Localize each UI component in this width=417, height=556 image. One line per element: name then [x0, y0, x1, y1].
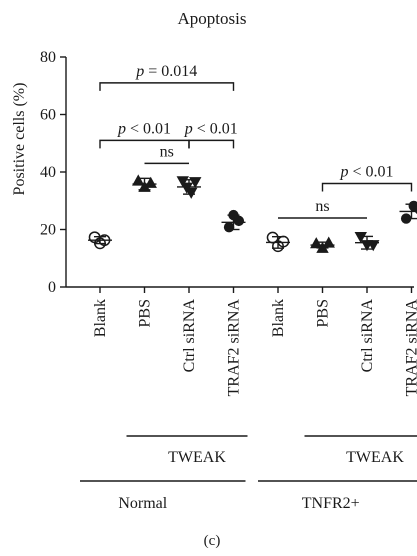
comparison-bracket: p < 0.01 — [184, 120, 238, 149]
y-axis-label: Positive cells (%) — [11, 83, 28, 196]
condition-group-label: TNFR2+ — [302, 495, 360, 512]
x-tick-label: Ctrl siRNA — [181, 299, 198, 373]
group-labels: TWEAK TWEAK Normal TNFR2+ — [80, 435, 417, 512]
comparison-bracket: p = 0.014 — [99, 63, 235, 91]
x-tick-label: PBS — [137, 299, 154, 327]
group-4-points — [266, 231, 290, 253]
bracket-line — [321, 182, 413, 192]
y-tick-label: 80 — [40, 49, 56, 66]
chart-title: Apoptosis — [178, 9, 247, 28]
comparison-label: p < 0.01 — [184, 120, 238, 137]
y-tick-label: 60 — [40, 107, 56, 124]
data-point — [223, 222, 235, 233]
group-6-points — [354, 232, 380, 252]
comparison-label: p < 0.01 — [117, 120, 171, 137]
data-point — [354, 232, 367, 244]
comparison-bracket: ns — [278, 198, 367, 219]
group-0-points — [88, 231, 112, 250]
bracket-line — [188, 139, 235, 149]
data-marks — [88, 174, 417, 253]
axes: 0 20 40 60 80 — [40, 49, 414, 296]
x-tick-label: TRAF2 siRNA — [226, 299, 243, 397]
comparison-label: ns — [315, 198, 329, 215]
x-axis-labels: Blank PBS Ctrl siRNA TRAF2 siRNA Blank PBS Ctr… — [92, 299, 417, 397]
x-tick-label: PBS — [315, 299, 332, 327]
comparison-label: p < 0.01 — [339, 164, 393, 181]
comparison-bracket: p < 0.01 — [321, 164, 413, 192]
data-point — [176, 176, 189, 188]
y-tick-label: 20 — [40, 222, 56, 239]
treatment-group-label: TWEAK — [168, 449, 226, 466]
group-3-points — [221, 209, 246, 233]
x-tick-label: Blank — [270, 299, 287, 337]
comparison-label: p = 0.014 — [135, 63, 197, 80]
group-2-points — [176, 176, 202, 199]
x-tick-label: Blank — [92, 299, 109, 337]
data-point — [132, 174, 145, 186]
treatment-group-label: TWEAK — [346, 449, 404, 466]
x-tick-label: TRAF2 siRNA — [404, 299, 417, 397]
comparison-label: ns — [160, 143, 174, 160]
group-5-points — [310, 236, 335, 253]
data-point — [185, 187, 198, 199]
data-point — [233, 215, 245, 227]
bracket-line — [99, 139, 190, 149]
group-7-points — [399, 200, 417, 224]
data-point — [144, 176, 157, 188]
significance-brackets: p = 0.014 p < 0.01 p < 0.01 ns ns p < 0.01 — [99, 63, 413, 219]
bracket-line — [99, 82, 235, 91]
comparison-bracket: ns — [144, 143, 189, 165]
comparison-bracket: p < 0.01 — [99, 120, 190, 149]
panel-label: (c) — [204, 533, 221, 549]
x-tick-label: Ctrl siRNA — [359, 299, 376, 373]
group-1-points — [132, 174, 157, 192]
y-tick-label: 40 — [40, 164, 56, 181]
condition-group-label: Normal — [118, 495, 167, 512]
y-tick-label: 0 — [48, 279, 56, 296]
